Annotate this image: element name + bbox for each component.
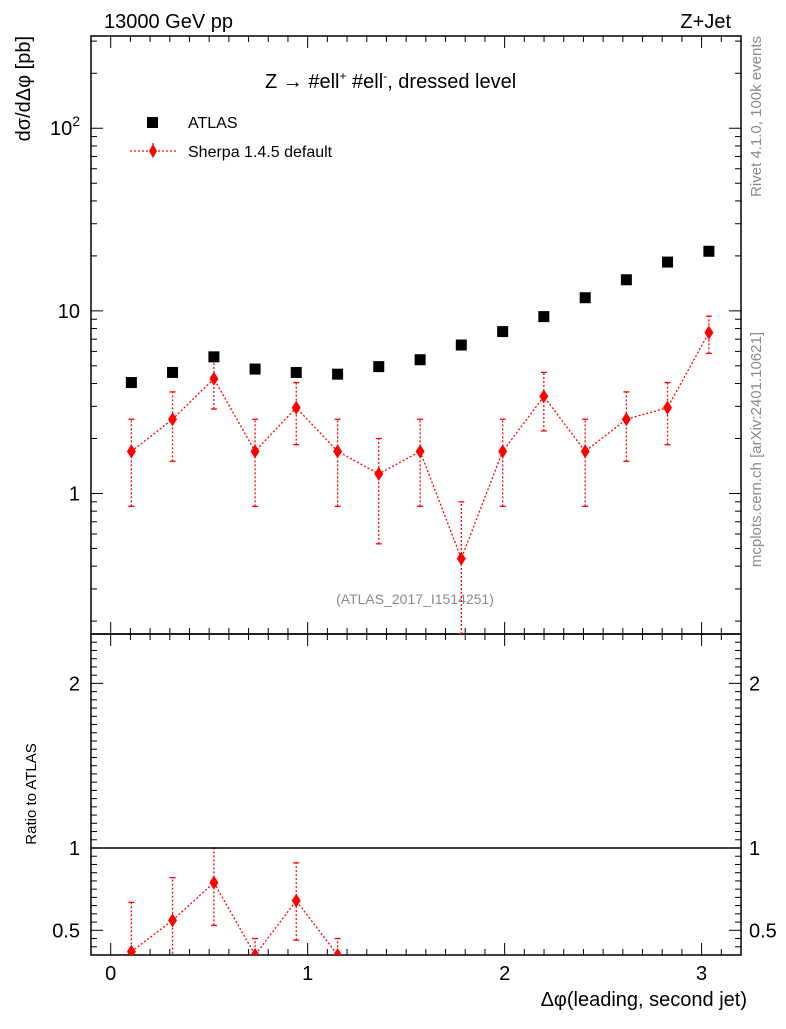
sherpa-point <box>209 371 219 386</box>
ratio-line <box>130 881 339 955</box>
sherpa-point <box>333 444 343 459</box>
x-tick-label: 3 <box>696 963 707 985</box>
plot-title: Z → #ell+ #ell-, dressed level <box>265 69 516 93</box>
sherpa-point <box>168 412 178 427</box>
atlas-point <box>290 366 302 378</box>
ratio-y-tick-label-right: 2 <box>749 673 760 695</box>
header-left: 13000 GeV pp <box>104 11 233 33</box>
x-tick-label: 2 <box>499 963 510 985</box>
ratio-point <box>291 893 301 908</box>
sherpa-line <box>130 332 710 561</box>
legend: ATLAS Sherpa 1.4.5 default <box>130 115 333 161</box>
side-label-rivet: Rivet 4.1.0, 100k events <box>748 36 765 197</box>
atlas-point <box>125 377 137 389</box>
ratio-point <box>209 875 219 890</box>
header-right: Z+Jet <box>680 11 731 33</box>
x-axis-ticks: 0 1 2 3 <box>90 36 722 985</box>
sherpa-point <box>126 444 136 459</box>
main-series <box>125 245 715 634</box>
ratio-plot-frame <box>90 633 742 956</box>
sherpa-point <box>580 444 590 459</box>
side-label-mcplots: mcplots.cern.ch [arXiv:2401.10621] <box>748 332 765 567</box>
ratio-axis-ticks: 0.5 0.5 1 1 2 2 <box>52 633 777 956</box>
main-axis-ticks: 1 10 102 <box>50 40 741 622</box>
ratio-y-tick-label-right: 0.5 <box>749 920 777 942</box>
legend-label-atlas: ATLAS <box>188 115 238 132</box>
atlas-point <box>249 363 261 375</box>
atlas-point <box>332 368 344 380</box>
atlas-point <box>167 366 179 378</box>
ratio-point <box>126 944 136 955</box>
sherpa-point <box>456 551 466 566</box>
sherpa-point <box>498 444 508 459</box>
ratio-series <box>126 847 343 955</box>
sherpa-point <box>621 412 631 427</box>
atlas-point <box>414 354 426 366</box>
sherpa-point <box>704 325 714 340</box>
ratio-y-tick-label: 1 <box>69 838 80 860</box>
legend-label-sherpa: Sherpa 1.4.5 default <box>188 144 333 161</box>
atlas-point <box>497 326 509 338</box>
ratio-point <box>333 948 343 955</box>
x-tick-label: 0 <box>105 963 116 985</box>
plot-data <box>125 245 715 955</box>
sherpa-point <box>291 400 301 415</box>
y-tick-label: 10 <box>58 301 80 323</box>
atlas-point <box>662 256 674 268</box>
y-tick-label: 102 <box>50 113 80 140</box>
y-tick-label: 1 <box>69 483 80 505</box>
atlas-point <box>620 274 632 286</box>
ratio-y-axis-label: Ratio to ATLAS <box>23 743 40 844</box>
x-tick-label: 1 <box>302 963 313 985</box>
x-axis-label: Δφ(leading, second jet) <box>541 989 747 1011</box>
atlas-point <box>208 351 220 363</box>
atlas-point <box>579 292 591 304</box>
atlas-point <box>538 311 550 323</box>
legend-marker-sherpa <box>149 144 157 158</box>
sherpa-point <box>415 444 425 459</box>
y-axis-label: dσ/dΔφ [pb] <box>13 36 35 141</box>
legend-marker-atlas <box>147 117 158 128</box>
ratio-point <box>168 913 178 928</box>
atlas-point <box>373 361 385 373</box>
ratio-point <box>250 948 260 955</box>
ratio-y-tick-label: 0.5 <box>52 920 80 942</box>
sherpa-point <box>250 444 260 459</box>
sherpa-point <box>539 389 549 404</box>
sherpa-point <box>663 400 673 415</box>
atlas-point <box>455 339 467 351</box>
ratio-y-tick-label: 2 <box>69 673 80 695</box>
atlas-point <box>703 245 715 257</box>
ratio-y-tick-label-right: 1 <box>749 838 760 860</box>
sherpa-point <box>374 466 384 481</box>
watermark: (ATLAS_2017_I1514251) <box>336 591 494 607</box>
